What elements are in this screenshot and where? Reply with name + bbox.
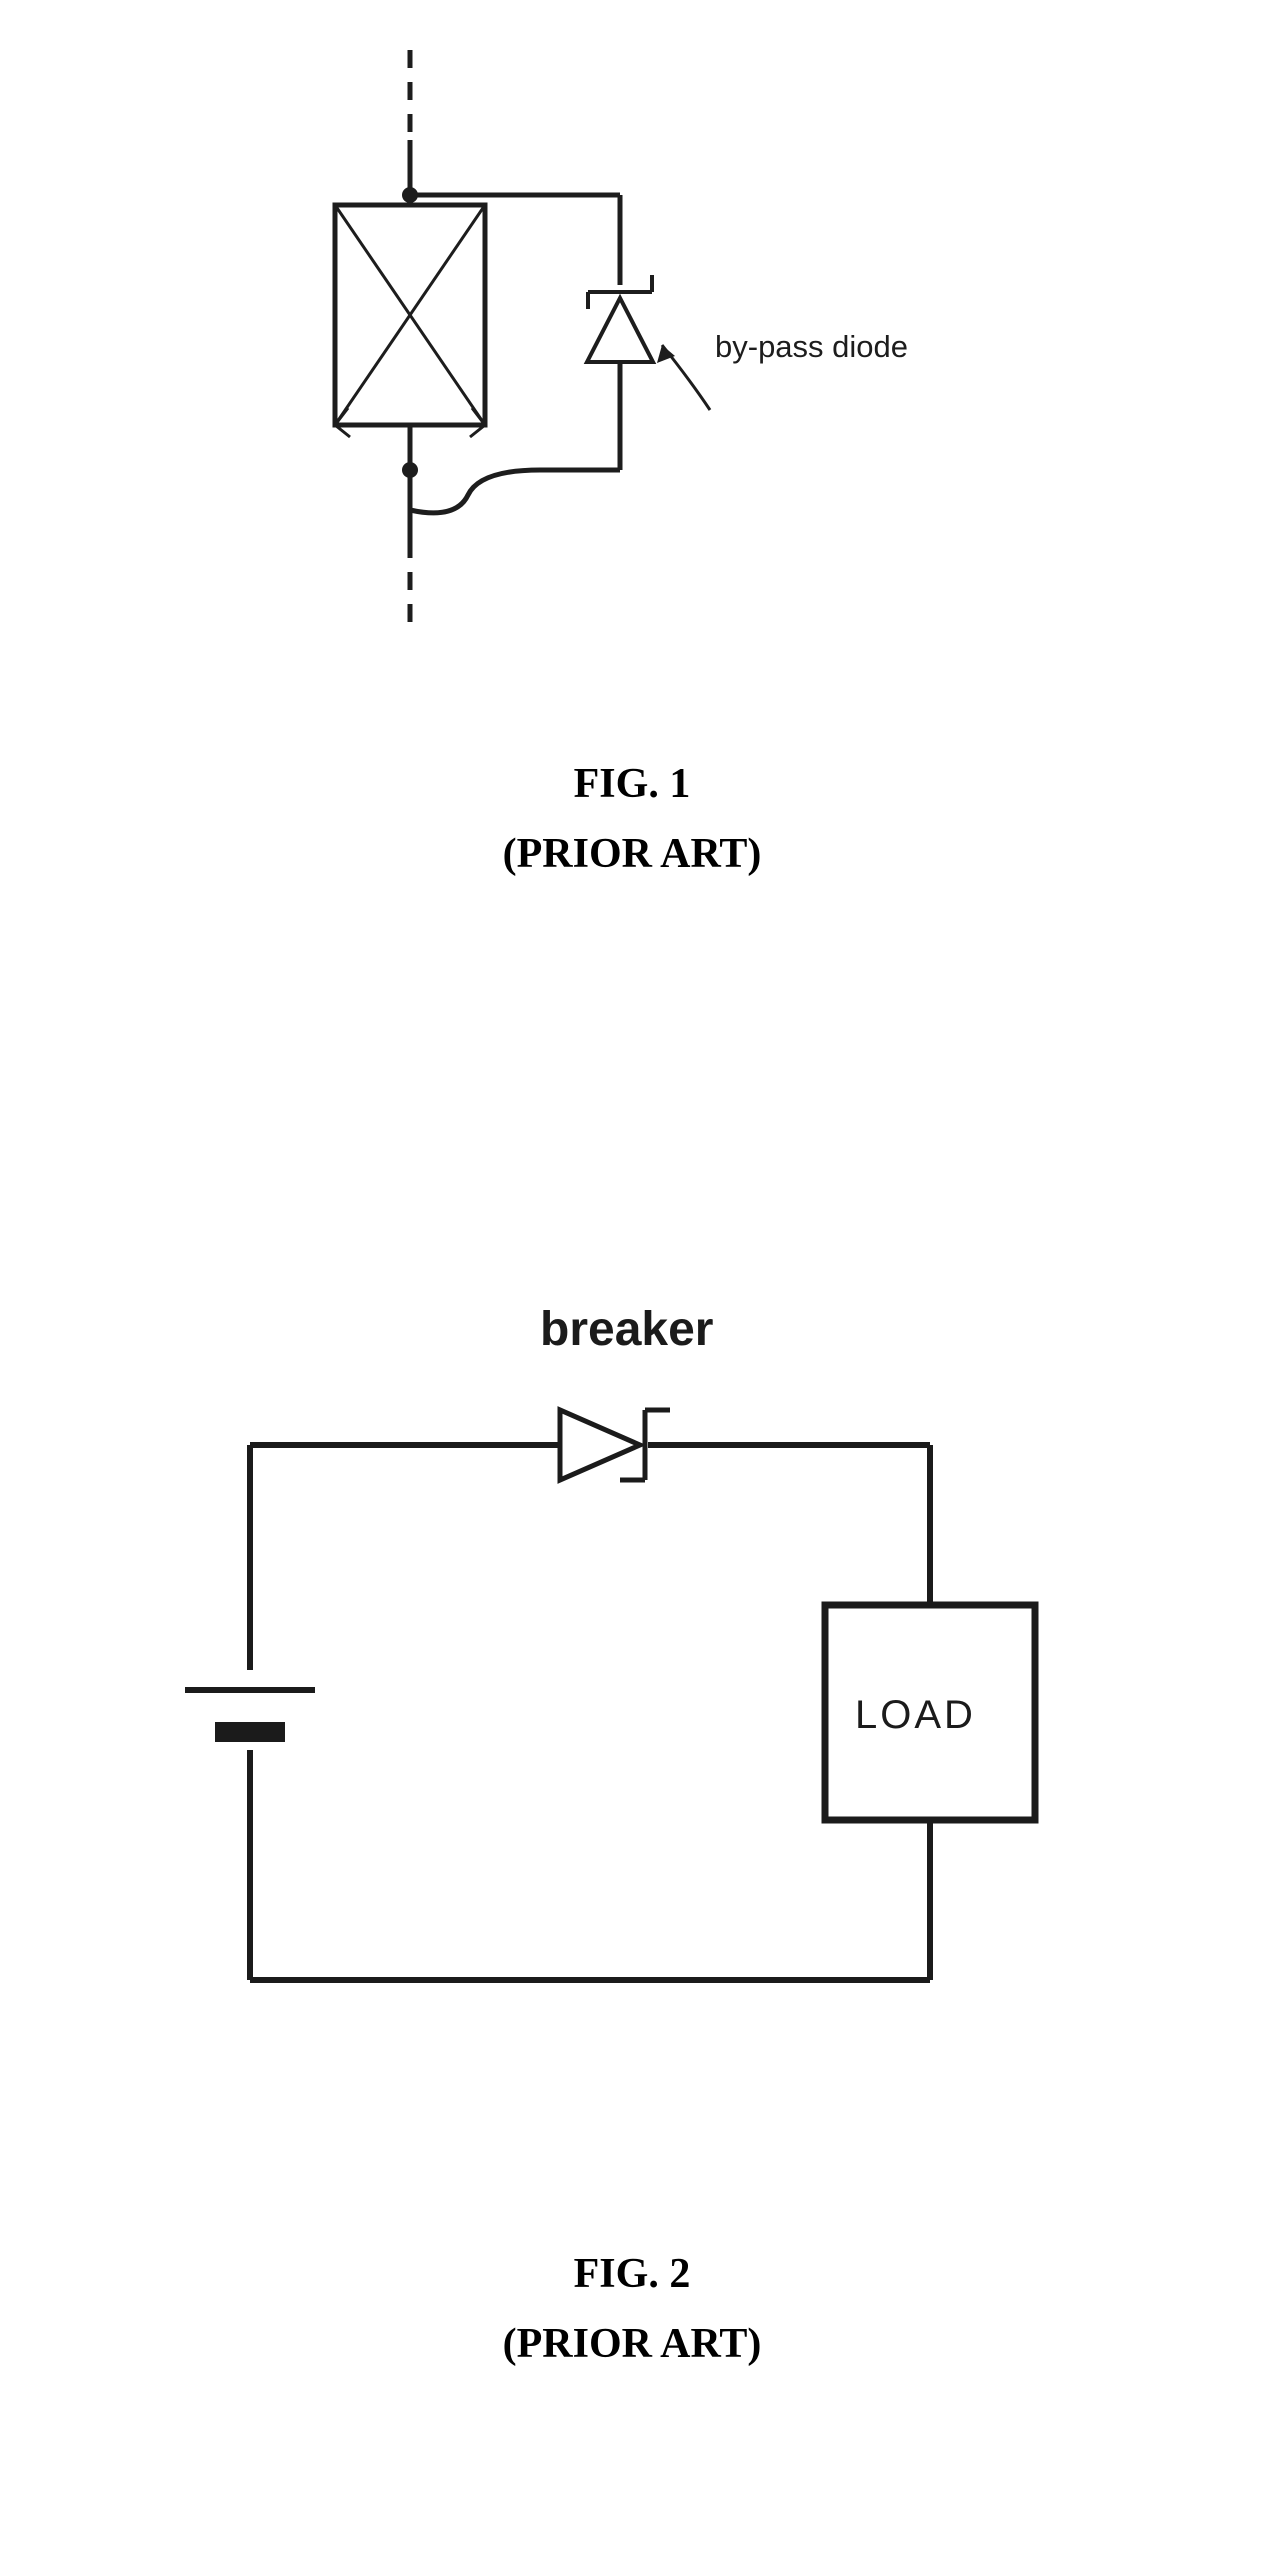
diode-triangle <box>587 298 653 362</box>
bottom-branch-curve <box>410 470 620 513</box>
page: by-pass diode FIG. 1 (PRIOR ART) breaker… <box>0 0 1264 2573</box>
breaker-label: breaker <box>540 1303 713 1356</box>
figure-1-subtitle: (PRIOR ART) <box>0 830 1264 878</box>
battery-short-plate <box>215 1722 285 1742</box>
bypass-diode-label: by-pass diode <box>715 329 908 364</box>
figure-2-label: FIG. 2 <box>0 2250 1264 2298</box>
figure-1-svg: by-pass diode <box>0 40 1264 740</box>
figure-2-svg: breaker LOAD <box>0 1260 1264 2160</box>
figure-2-subtitle: (PRIOR ART) <box>0 2320 1264 2368</box>
breaker-triangle <box>560 1410 640 1480</box>
load-text: LOAD <box>855 1693 976 1737</box>
figure-1-label: FIG. 1 <box>0 760 1264 808</box>
